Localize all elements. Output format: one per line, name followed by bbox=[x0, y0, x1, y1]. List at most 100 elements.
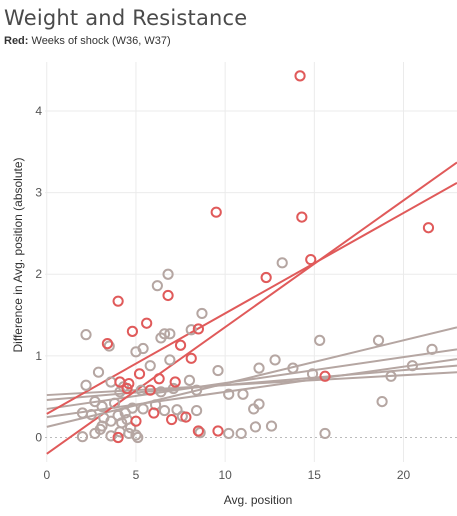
data-point bbox=[148, 407, 160, 419]
data-point bbox=[319, 370, 331, 382]
data-point bbox=[162, 268, 174, 280]
data-point bbox=[169, 376, 181, 388]
data-point bbox=[80, 329, 92, 341]
data-point bbox=[101, 338, 114, 350]
data-point bbox=[130, 346, 142, 358]
data-point bbox=[96, 400, 108, 413]
data-point bbox=[294, 70, 306, 82]
subtitle-red-label: Red: bbox=[4, 35, 29, 47]
x-tick-label: 20 bbox=[397, 468, 411, 482]
data-point bbox=[210, 206, 222, 218]
data-point bbox=[305, 253, 317, 266]
data-point bbox=[96, 420, 108, 432]
data-point bbox=[422, 222, 435, 234]
data-point bbox=[185, 324, 197, 336]
data-point bbox=[121, 382, 133, 395]
data-point bbox=[162, 289, 174, 302]
x-tick-label: 15 bbox=[308, 468, 322, 482]
data-point bbox=[130, 429, 142, 441]
chart-title: Weight and Resistance bbox=[4, 6, 248, 30]
data-point bbox=[158, 404, 171, 417]
data-point bbox=[174, 339, 187, 351]
data-point bbox=[167, 382, 180, 395]
data-point bbox=[196, 307, 208, 320]
trend-lines bbox=[46, 161, 457, 455]
data-point bbox=[171, 404, 183, 416]
data-point bbox=[191, 404, 203, 417]
data-point bbox=[253, 362, 265, 374]
data-point bbox=[191, 384, 203, 396]
data-point bbox=[166, 413, 178, 426]
y-tick-label: 4 bbox=[35, 104, 42, 118]
data-point bbox=[137, 403, 149, 415]
data-point bbox=[103, 340, 115, 352]
data-point bbox=[125, 422, 137, 434]
grid-layer bbox=[45, 62, 457, 462]
data-points bbox=[76, 70, 438, 444]
data-point bbox=[114, 376, 126, 388]
data-point bbox=[85, 409, 97, 421]
data-point bbox=[185, 352, 197, 364]
data-point bbox=[151, 280, 163, 292]
data-point bbox=[212, 425, 224, 437]
x-tick-label: 10 bbox=[218, 468, 232, 482]
data-point bbox=[269, 354, 281, 366]
data-point bbox=[155, 332, 167, 344]
data-point bbox=[133, 368, 146, 380]
data-point bbox=[192, 323, 204, 335]
data-point bbox=[144, 384, 156, 396]
y-tick-label: 0 bbox=[35, 431, 42, 445]
trend-line bbox=[46, 364, 457, 401]
data-point bbox=[253, 398, 265, 410]
data-point bbox=[237, 388, 249, 400]
data-point bbox=[235, 427, 247, 440]
data-point bbox=[212, 364, 224, 377]
data-point bbox=[112, 295, 124, 307]
data-point bbox=[76, 431, 89, 443]
data-point bbox=[287, 362, 299, 374]
x-axis-label: Avg. position bbox=[224, 493, 293, 507]
x-tick-label: 0 bbox=[43, 468, 50, 482]
data-point bbox=[194, 427, 206, 439]
data-point bbox=[385, 370, 397, 382]
data-point bbox=[406, 360, 419, 372]
data-point bbox=[105, 430, 117, 442]
data-point bbox=[155, 386, 167, 398]
axis-ticks: 0 5 10 15 20 0 1 2 3 4 bbox=[35, 104, 410, 482]
data-point bbox=[105, 415, 117, 427]
y-tick-label: 2 bbox=[35, 267, 42, 281]
data-point bbox=[141, 317, 153, 329]
data-point bbox=[223, 427, 235, 440]
y-tick-label: 3 bbox=[35, 186, 42, 200]
x-tick-label: 5 bbox=[133, 468, 140, 482]
trend-line bbox=[46, 161, 457, 455]
data-point bbox=[112, 431, 124, 444]
data-point bbox=[260, 271, 272, 284]
data-point bbox=[276, 257, 288, 269]
data-point bbox=[192, 425, 204, 437]
data-point bbox=[223, 388, 235, 400]
chart-subtitle: Red: Weeks of shock (W36, W37) bbox=[4, 35, 171, 47]
data-point bbox=[132, 431, 144, 444]
data-point bbox=[314, 334, 326, 346]
data-point bbox=[126, 325, 138, 337]
data-point bbox=[164, 354, 176, 366]
y-tick-label: 1 bbox=[35, 349, 42, 363]
data-point bbox=[183, 374, 196, 386]
data-point bbox=[153, 373, 165, 385]
data-point bbox=[372, 334, 385, 346]
data-point bbox=[319, 427, 331, 440]
y-axis-label: Difference in Avg. position (absolute) bbox=[11, 157, 25, 352]
data-point bbox=[296, 211, 308, 223]
data-point bbox=[164, 328, 176, 340]
data-point bbox=[180, 411, 192, 423]
data-point bbox=[108, 397, 121, 409]
data-point bbox=[80, 379, 92, 391]
data-point bbox=[126, 402, 138, 414]
subtitle-description: Weeks of shock (W36, W37) bbox=[28, 35, 171, 47]
data-point bbox=[426, 343, 438, 355]
data-point bbox=[376, 395, 388, 408]
trend-line bbox=[46, 326, 457, 428]
data-point bbox=[265, 420, 278, 432]
